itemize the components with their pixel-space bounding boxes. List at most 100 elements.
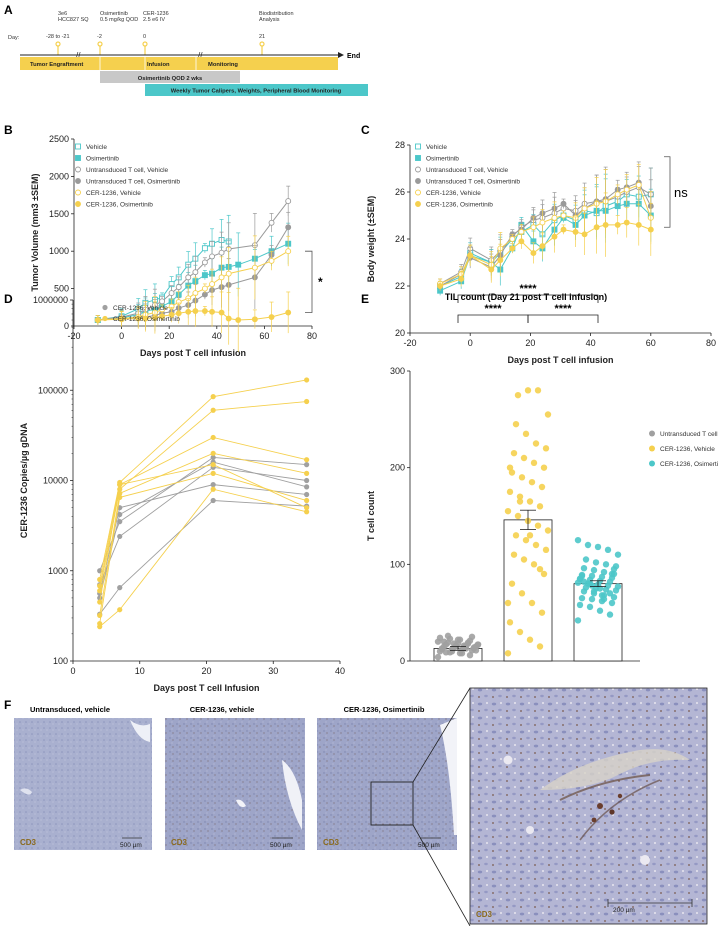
data-point [142,315,149,322]
data-point [175,310,182,317]
x-tick-label: 80 [706,338,716,348]
data-point [540,464,548,471]
y-tick-label: 2500 [49,134,69,144]
data-point [235,317,242,323]
data-point [497,257,504,264]
data-point [576,601,584,609]
data-point [415,189,421,196]
data-point [506,488,514,496]
legend-entry: Untransduced T cell, Osimertinib [426,179,520,186]
legend-entry: Osimertinib [86,156,119,163]
data-point [635,221,642,228]
data-point [544,527,552,534]
data-point [75,155,81,161]
x-tick-label: 40 [586,338,596,348]
y-axis-label: Body weight (±SEM) [366,196,376,282]
x-tick-label: 80 [307,331,317,341]
data-point [596,607,604,614]
data-point [118,316,125,323]
y-tick-label: 24 [395,234,405,244]
data-point [437,283,444,289]
data-point [168,311,175,318]
data-point [210,482,216,488]
data-point [536,565,544,573]
significance-label: * [318,275,323,289]
phase-engraftment: Tumor Engraftment [30,62,83,68]
data-point [530,459,538,467]
weekly-monitoring-bar [145,84,368,96]
data-point [97,583,103,589]
scale-bar-label: 500 µm [120,842,142,849]
data-point [530,224,537,231]
event-label: 0.5 mg/kg QOD [100,17,138,23]
data-point [536,643,544,650]
stain-label: CD3 [20,838,37,847]
data-point [504,650,512,657]
event-label: Biodistribution [259,11,294,17]
data-point [185,308,192,315]
data-point [201,285,208,292]
data-point [159,298,166,305]
data-point [210,470,216,476]
data-point [528,478,536,486]
x-tick-label: -20 [403,338,416,348]
data-point [518,474,526,481]
stain-label: CD3 [323,838,340,847]
timeline-event: Osimertinib 0.5 mg/kg QOD -2 [97,11,138,55]
data-point [75,201,81,207]
data-point [504,507,512,515]
x-tick-label: 40 [335,666,345,676]
scale-bar-label: 500 µm [270,842,292,849]
subject-line [99,472,307,624]
data-point [602,561,610,568]
data-point [440,638,448,645]
data-point [458,276,465,282]
data-point [608,570,616,578]
copies-chart: 100 1000 10000 100000 1000000 0 10 20 30 40 Days p… [19,295,345,693]
y-tick-label: 2000 [49,171,69,181]
data-point [285,248,292,255]
zoom-image [469,687,708,925]
data-point [468,633,476,641]
panel-label-d: D [4,292,13,306]
legend-entry: CER-1236, Osimertinib [113,316,180,323]
body-weight-chart: 20 22 24 26 28 -20 0 20 40 60 80 Days post T cell i… [366,140,716,365]
histology-zoom-panel: CD3 200 µm [469,687,708,925]
legend-marker [102,315,108,322]
significance-label: **** [484,303,502,315]
y-tick-label: 1000000 [33,295,68,305]
y-tick-label: 28 [395,140,405,150]
data-point [117,482,123,488]
data-point [526,532,534,539]
data-point [472,647,480,654]
svg-text://: // [198,51,203,60]
data-point [458,650,466,657]
data-point [592,559,600,566]
data-point [251,264,258,271]
subject-line [99,452,307,616]
data-point [606,590,614,597]
timeline-event: CER-1236 2.5 e6 IV 0 [142,11,169,55]
data-point [304,377,310,383]
data-point [209,281,215,288]
y-tick-label: 100 [53,656,68,666]
data-point [606,611,614,618]
data-point [94,317,101,323]
data-point [551,233,558,240]
data-point [304,457,310,463]
subject-line [99,466,307,585]
x-axis-label: Days post T cell infusion [507,355,613,365]
series-2 [97,377,310,630]
x-tick-label: 0 [70,666,75,676]
event-day: 0 [143,34,146,40]
data-point [560,200,567,207]
data-point [584,541,592,549]
data-point [210,394,216,400]
subject-line [99,457,307,571]
y-tick-label: 26 [395,187,405,197]
y-tick-label: 10000 [43,476,68,486]
data-point [117,494,123,500]
data-point [467,252,474,259]
data-point [512,420,520,428]
data-point [582,556,590,563]
